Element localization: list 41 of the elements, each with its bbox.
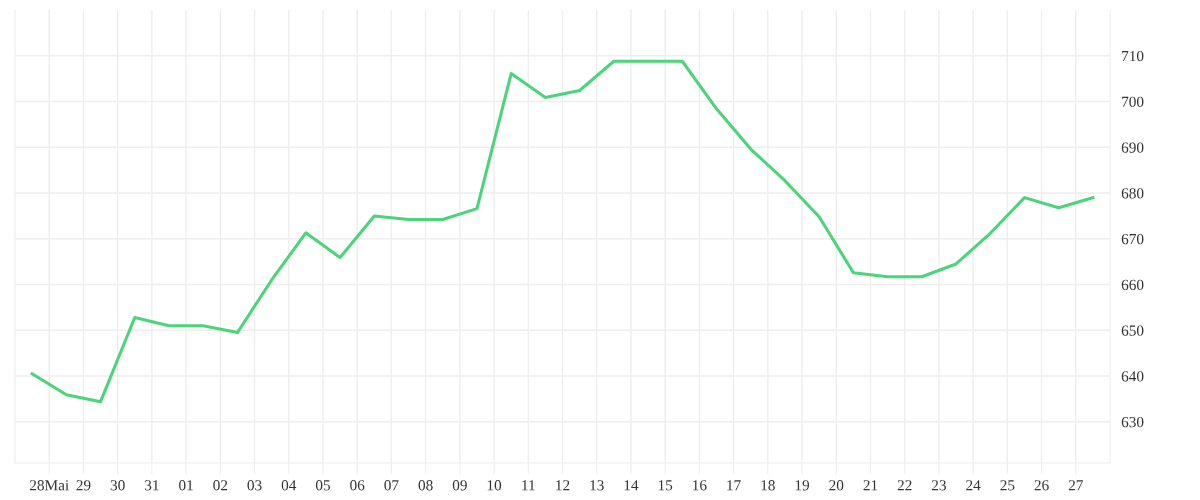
x-tick-label: 03: [247, 480, 262, 491]
x-tick-label: 29: [76, 480, 91, 491]
line-series: [30, 59, 1095, 404]
x-tick-label: 13: [590, 480, 604, 491]
x-tick-label: 11: [522, 480, 535, 491]
x-tick-label: 12: [556, 480, 570, 491]
x-tick-label: 05: [315, 480, 331, 491]
y-tick-label: 680: [1121, 188, 1144, 199]
x-tick-label: 08: [418, 480, 433, 491]
x-tick-label: 28Mai: [29, 480, 69, 491]
x-tick-label: 07: [384, 480, 399, 491]
y-tick-label: 650: [1121, 325, 1144, 336]
x-tick-label: 14: [624, 480, 639, 491]
x-tick-label: 19: [795, 480, 810, 491]
x-tick-label: 24: [966, 480, 981, 491]
x-tick-label: 02: [213, 480, 228, 491]
x-tick-label: 09: [452, 480, 467, 491]
x-tick-label: 21: [863, 480, 878, 491]
x-tick-label: 22: [897, 480, 912, 491]
y-tick-label: 700: [1122, 96, 1144, 107]
x-tick-label: 27: [1068, 480, 1083, 491]
x-tick-label: 20: [829, 480, 844, 491]
x-tick-label: 06: [350, 480, 365, 491]
x-tick-label: 17: [727, 480, 741, 491]
x-tick-label: 04: [281, 480, 297, 491]
y-tick-label: 710: [1122, 50, 1144, 62]
x-tick-label: 26: [1034, 480, 1049, 491]
y-tick-label: 670: [1121, 233, 1144, 245]
y-tick-label: 660: [1121, 279, 1144, 290]
x-tick-label: 23: [931, 480, 946, 491]
x-tick-label: 16: [693, 480, 707, 491]
x-tick-label: 10: [487, 480, 502, 491]
x-tick-label: 25: [1000, 480, 1015, 491]
x-tick-label: 31: [144, 480, 159, 491]
y-tick-label: 640: [1121, 371, 1144, 382]
x-tick-label: 15: [658, 480, 673, 491]
x-tick-label: 01: [179, 480, 193, 491]
y-tick-label: 690: [1121, 142, 1144, 153]
x-tick-label: 30: [110, 480, 125, 491]
y-tick-label: 630: [1121, 416, 1144, 428]
x-tick-label: 18: [761, 480, 775, 491]
